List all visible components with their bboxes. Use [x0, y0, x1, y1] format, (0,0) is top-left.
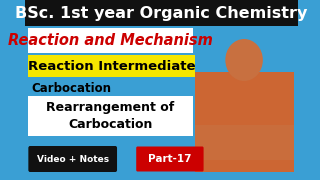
Ellipse shape — [225, 39, 263, 81]
FancyBboxPatch shape — [28, 28, 193, 53]
FancyBboxPatch shape — [28, 55, 196, 77]
FancyBboxPatch shape — [196, 125, 293, 160]
Bar — [194, 26, 298, 180]
FancyBboxPatch shape — [28, 96, 193, 136]
FancyBboxPatch shape — [196, 72, 293, 172]
Text: Video + Notes: Video + Notes — [36, 154, 109, 163]
Text: Reaction and Mechanism: Reaction and Mechanism — [8, 33, 213, 48]
FancyBboxPatch shape — [28, 146, 117, 172]
FancyBboxPatch shape — [136, 147, 204, 172]
Text: Rearrangement of
Carbocation: Rearrangement of Carbocation — [46, 101, 174, 131]
Text: BSc. 1st year Organic Chemistry: BSc. 1st year Organic Chemistry — [15, 6, 308, 21]
Bar — [25, 0, 298, 26]
Text: Part-17: Part-17 — [148, 154, 192, 164]
Text: Reaction Intermediate: Reaction Intermediate — [28, 60, 196, 73]
Text: Carbocation: Carbocation — [32, 82, 112, 94]
